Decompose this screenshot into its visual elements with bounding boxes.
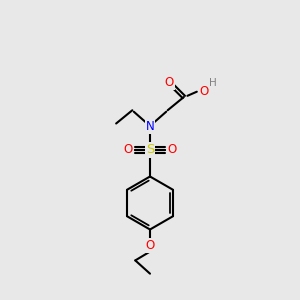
Text: N: N <box>146 120 154 133</box>
Text: O: O <box>164 76 174 89</box>
Text: O: O <box>199 85 208 98</box>
Text: H: H <box>209 79 217 88</box>
Text: O: O <box>146 239 154 252</box>
Text: O: O <box>167 143 177 157</box>
Text: O: O <box>123 143 133 157</box>
Text: S: S <box>146 143 154 157</box>
